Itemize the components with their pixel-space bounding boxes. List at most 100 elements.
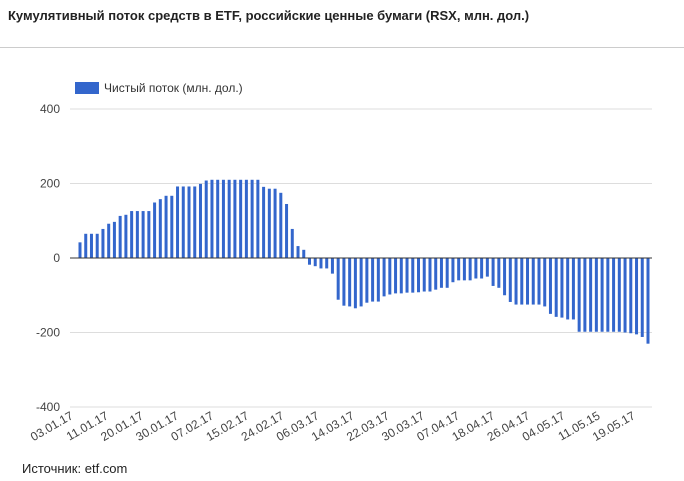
bar bbox=[181, 186, 185, 258]
bar bbox=[520, 258, 524, 305]
bar bbox=[422, 258, 426, 292]
bar bbox=[503, 258, 507, 296]
y-tick-label: 0 bbox=[53, 251, 60, 265]
y-tick-label: 400 bbox=[40, 102, 60, 116]
bar bbox=[135, 211, 139, 258]
bar bbox=[84, 233, 88, 258]
bar bbox=[319, 258, 323, 269]
bar bbox=[405, 258, 409, 293]
bar bbox=[491, 258, 495, 286]
bar bbox=[359, 258, 363, 307]
bar bbox=[285, 203, 289, 258]
bar bbox=[646, 258, 650, 344]
bar bbox=[256, 179, 260, 258]
bar bbox=[566, 258, 570, 320]
bar bbox=[417, 258, 421, 293]
y-tick-label: -400 bbox=[36, 400, 60, 414]
bar bbox=[617, 258, 621, 332]
bar bbox=[221, 179, 225, 258]
bar bbox=[302, 249, 306, 258]
bar bbox=[170, 195, 174, 258]
y-axis: 400 200 0 -200 -400 bbox=[36, 102, 60, 414]
bar bbox=[411, 258, 415, 293]
bar bbox=[537, 258, 541, 305]
bar bbox=[560, 258, 564, 318]
bar bbox=[216, 179, 220, 258]
y-tick-label: -200 bbox=[36, 326, 60, 340]
bar bbox=[290, 228, 294, 258]
bar bbox=[457, 258, 461, 281]
bar bbox=[130, 211, 134, 258]
bar bbox=[612, 258, 616, 332]
bar bbox=[187, 186, 191, 258]
bar bbox=[640, 258, 644, 337]
bar bbox=[594, 258, 598, 332]
bar bbox=[124, 214, 128, 258]
bar bbox=[577, 258, 581, 332]
bar bbox=[583, 258, 587, 332]
y-tick-label: 200 bbox=[40, 177, 60, 191]
bar bbox=[508, 258, 512, 302]
bar bbox=[107, 223, 111, 258]
title-divider bbox=[0, 47, 684, 48]
bar bbox=[468, 258, 472, 281]
bar bbox=[313, 258, 317, 267]
bar bbox=[296, 246, 300, 258]
bar bbox=[210, 179, 214, 258]
bar bbox=[78, 242, 82, 258]
bar bbox=[141, 211, 145, 258]
bar bbox=[193, 186, 197, 258]
bar bbox=[330, 258, 334, 274]
bar bbox=[531, 258, 535, 305]
bar bbox=[147, 211, 151, 258]
bar bbox=[514, 258, 518, 305]
bar bbox=[526, 258, 530, 305]
bar bbox=[399, 258, 403, 294]
bar bbox=[600, 258, 604, 332]
bar bbox=[623, 258, 627, 333]
bar bbox=[118, 215, 122, 258]
bar bbox=[629, 258, 633, 334]
bar bbox=[233, 179, 237, 258]
legend: Чистый поток (млн. дол.) bbox=[75, 81, 243, 95]
bar bbox=[262, 186, 266, 258]
bar bbox=[543, 258, 547, 307]
bar bbox=[365, 258, 369, 303]
bar bbox=[376, 258, 380, 302]
bar bbox=[239, 179, 243, 258]
bar bbox=[89, 233, 93, 258]
bar bbox=[635, 258, 639, 335]
bar bbox=[342, 258, 346, 306]
bar bbox=[158, 199, 162, 258]
bar bbox=[589, 258, 593, 332]
bars bbox=[78, 179, 650, 344]
bar bbox=[112, 221, 116, 258]
bar bbox=[451, 258, 455, 283]
bar bbox=[480, 258, 484, 279]
bar bbox=[244, 179, 248, 258]
bar bbox=[382, 258, 386, 297]
bar bbox=[198, 183, 202, 258]
bar bbox=[394, 258, 398, 294]
bar bbox=[445, 258, 449, 288]
bar bbox=[371, 258, 375, 302]
bar bbox=[428, 258, 432, 292]
bar bbox=[279, 192, 283, 258]
bar bbox=[273, 188, 277, 258]
bar bbox=[250, 179, 254, 258]
bar bbox=[548, 258, 552, 314]
bar bbox=[554, 258, 558, 317]
bar bbox=[353, 258, 357, 309]
legend-label: Чистый поток (млн. дол.) bbox=[104, 81, 243, 95]
bar bbox=[388, 258, 392, 295]
bar bbox=[336, 258, 340, 300]
bar bbox=[606, 258, 610, 332]
bar bbox=[348, 258, 352, 307]
bar bbox=[204, 180, 208, 258]
bar bbox=[267, 188, 271, 258]
source-note: Источник: etf.com bbox=[22, 461, 128, 476]
bar bbox=[95, 233, 99, 258]
bar bbox=[462, 258, 466, 281]
legend-swatch bbox=[75, 82, 99, 94]
